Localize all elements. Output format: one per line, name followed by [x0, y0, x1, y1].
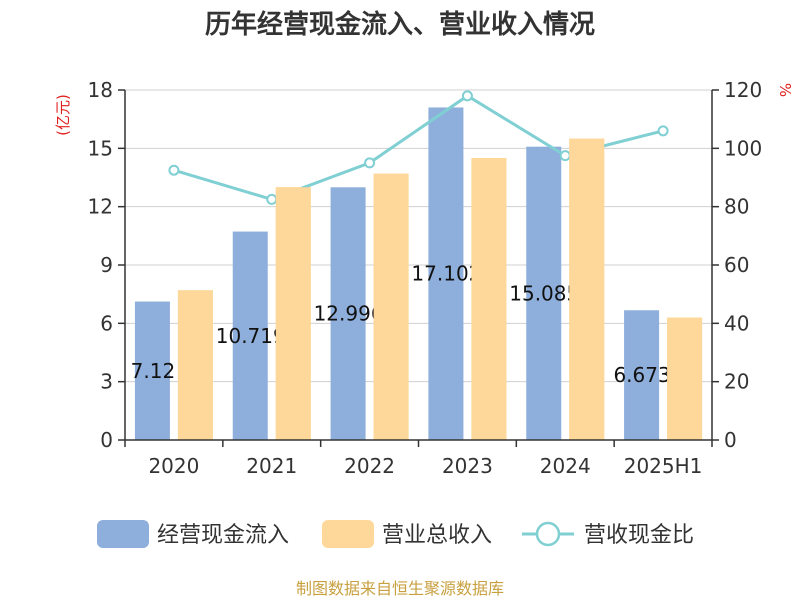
legend: 经营现金流入 营业总收入 营收现金比: [97, 520, 694, 548]
ratio-point: [364, 157, 376, 169]
bar-revenue-overlay: [275, 187, 311, 440]
bar-cash-inflow: [526, 146, 562, 441]
x-tick-label: 2024: [540, 454, 591, 478]
ratio-point: [266, 193, 278, 205]
bar-revenue-overlay: [667, 317, 703, 440]
x-tick-label: 2025H1: [624, 454, 703, 478]
data-labels: 7.12 10.719 12.996 17.102 15.085 6.673: [131, 138, 703, 441]
data-label: 10.719: [216, 324, 286, 348]
right-axis-unit: %: [776, 83, 794, 97]
left-tick-label: 15: [88, 136, 113, 160]
legend-label-cash-inflow: 经营现金流入: [157, 523, 289, 548]
bar-cash-inflow: [330, 187, 366, 440]
ratio-point: [559, 150, 571, 162]
gridlines: [125, 89, 712, 441]
bar-revenue-overlay: [471, 158, 507, 441]
source-note: 制图数据来自恒生聚源数据库: [296, 579, 504, 598]
left-tick-label: 6: [100, 311, 113, 335]
data-label: 6.673: [613, 363, 670, 387]
ratio-point: [657, 125, 669, 137]
right-tick-label: 100: [724, 136, 762, 160]
bar-cash-inflow: [134, 301, 170, 440]
left-tick-label: 0: [100, 428, 113, 452]
data-label: 15.085: [509, 281, 579, 305]
right-tick-label: 0: [724, 428, 737, 452]
legend-label-revenue: 营业总收入: [382, 523, 492, 548]
right-tick-label: 20: [724, 370, 749, 394]
left-tick-label: 9: [100, 253, 113, 277]
bar-cash-inflow: [232, 231, 268, 440]
bar-cash-inflow: [428, 107, 464, 440]
legend-label-ratio: 营收现金比: [584, 523, 694, 548]
bar-revenue-overlay: [569, 138, 605, 440]
chart-title: 历年经营现金流入、营业收入情况: [205, 9, 595, 40]
bar-revenue-overlay: [373, 173, 409, 440]
left-tick-label: 12: [88, 195, 113, 219]
x-tick-label: 2021: [246, 454, 297, 478]
legend-swatch-revenue: [322, 520, 374, 548]
x-tick-label: 2023: [442, 454, 493, 478]
legend-swatch-cash-inflow: [97, 520, 149, 548]
axes: 0 0 3 20 6 40 9 60 12 80 15 100 18 120 2020 2021 2022 202…: [88, 78, 763, 478]
right-tick-label: 60: [724, 253, 749, 277]
left-tick-label: 3: [100, 370, 113, 394]
left-tick-label: 18: [88, 78, 113, 102]
x-tick-label: 2020: [148, 454, 199, 478]
ratio-point: [168, 164, 180, 176]
right-tick-label: 120: [724, 78, 762, 102]
data-label: 7.12: [131, 359, 176, 383]
bar-revenue-overlay: [177, 290, 213, 440]
data-label: 12.996: [314, 302, 384, 326]
right-tick-label: 40: [724, 311, 749, 335]
left-axis-unit: (亿元): [54, 94, 72, 136]
legend-swatch-ratio-marker: [535, 521, 561, 547]
data-label: 17.102: [411, 262, 481, 286]
bar-cash-inflow: [624, 310, 660, 440]
ratio-point: [461, 90, 473, 102]
x-tick-label: 2022: [344, 454, 395, 478]
right-tick-label: 80: [724, 195, 749, 219]
